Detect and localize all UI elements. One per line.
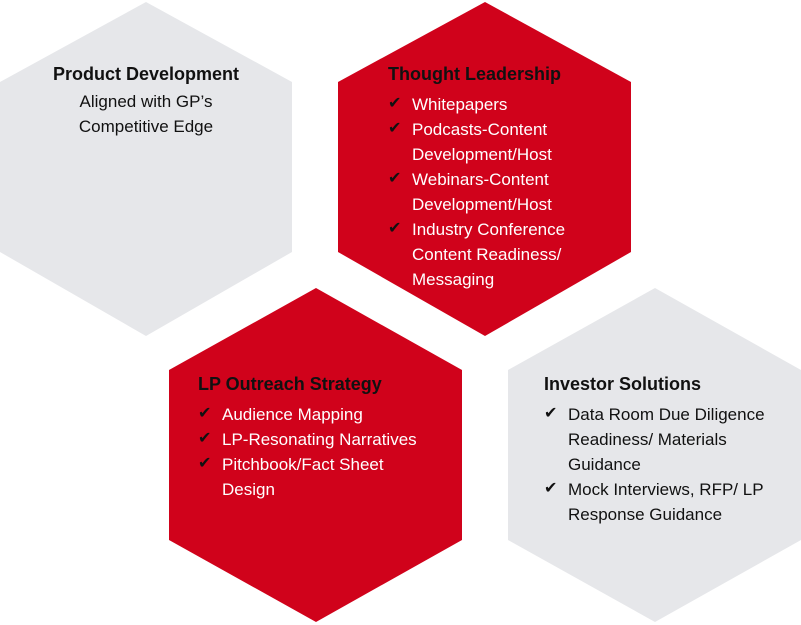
lp-outreach-item: ✔ Audience Mapping: [198, 402, 450, 427]
investor-solutions-item: ✔ Mock Interviews, RFP/ LP Response Guid…: [544, 477, 776, 527]
thought-leadership-item: ✔ Industry Conference Content Readiness/…: [388, 217, 598, 292]
check-icon: ✔: [544, 405, 558, 422]
investor-solutions-item-label: Mock Interviews, RFP/ LP Response Guidan…: [568, 480, 764, 524]
investor-solutions-panel: Investor Solutions ✔ Data Room Due Dilig…: [544, 372, 776, 527]
thought-leadership-title: Thought Leadership: [388, 64, 561, 84]
product-development-panel: Product Development Aligned with GP’s Co…: [20, 62, 272, 139]
thought-leadership-item-label: Whitepapers: [412, 95, 508, 114]
lp-outreach-item-label: Audience Mapping: [222, 405, 363, 424]
lp-outreach-item-label: LP-Resonating Narratives: [222, 430, 417, 449]
investor-solutions-hexagon: [508, 288, 801, 622]
thought-leadership-hexagon: [338, 2, 631, 336]
lp-outreach-list: ✔ Audience Mapping ✔ LP-Resonating Narra…: [198, 402, 450, 502]
thought-leadership-item-label: Podcasts-Content Development/Host: [412, 120, 552, 164]
check-icon: ✔: [388, 220, 402, 237]
thought-leadership-list: ✔ Whitepapers ✔ Podcasts-Content Develop…: [388, 92, 598, 292]
investor-solutions-item-label: Data Room Due Diligence Readiness/ Mater…: [568, 405, 765, 474]
check-icon: ✔: [388, 170, 402, 187]
investor-solutions-title: Investor Solutions: [544, 374, 702, 394]
check-icon: ✔: [388, 120, 402, 137]
check-icon: ✔: [198, 405, 212, 422]
product-development-subtitle-line2: Competitive Edge: [78, 117, 214, 136]
product-development-hexagon: [0, 2, 292, 336]
lp-outreach-item: ✔ LP-Resonating Narratives: [198, 427, 450, 452]
lp-outreach-title: LP Outreach Strategy: [198, 374, 382, 394]
investor-solutions-list: ✔ Data Room Due Diligence Readiness/ Mat…: [544, 402, 776, 527]
thought-leadership-item: ✔ Podcasts-Content Development/Host: [388, 117, 598, 167]
lp-outreach-hexagon: [169, 288, 462, 622]
product-development-title: Product Development: [52, 64, 240, 84]
check-icon: ✔: [388, 95, 402, 112]
thought-leadership-panel: Thought Leadership ✔ Whitepapers ✔ Podca…: [388, 62, 598, 292]
check-icon: ✔: [198, 455, 212, 472]
investor-solutions-item: ✔ Data Room Due Diligence Readiness/ Mat…: [544, 402, 776, 477]
thought-leadership-item-label: Industry Conference Content Readiness/ M…: [412, 220, 566, 289]
lp-outreach-item-label: Pitchbook/Fact Sheet Design: [222, 455, 384, 499]
check-icon: ✔: [544, 480, 558, 497]
thought-leadership-item: ✔ Webinars-Content Development/Host: [388, 167, 598, 217]
lp-outreach-panel: LP Outreach Strategy ✔ Audience Mapping …: [198, 372, 450, 502]
check-icon: ✔: [198, 430, 212, 447]
lp-outreach-item: ✔ Pitchbook/Fact Sheet Design: [198, 452, 437, 502]
thought-leadership-item-label: Webinars-Content Development/Host: [412, 170, 552, 214]
thought-leadership-item: ✔ Whitepapers: [388, 92, 598, 117]
product-development-subtitle-line1: Aligned with GP’s: [79, 92, 213, 111]
